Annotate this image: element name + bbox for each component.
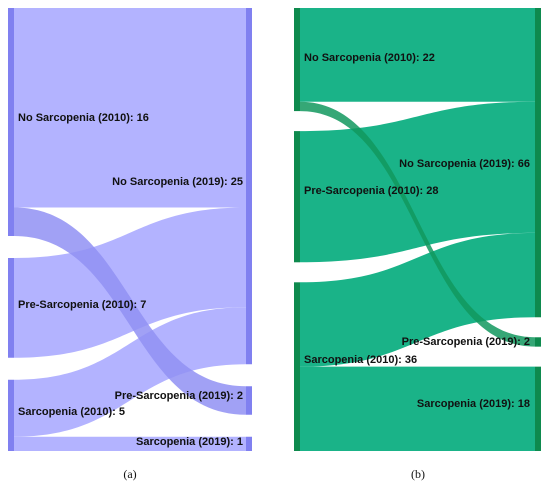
panel-a-labels: No Sarcopenia (2010): 16 Pre-Sarcopenia (… [18, 112, 243, 448]
panel-b-link-s2010-to-s2019 [300, 366, 535, 451]
panel-a-link-n2010-to-p2019 [14, 207, 246, 415]
panel-b-node-n2019 [535, 8, 541, 318]
panel-a-link-n2010-to-n2019 [14, 8, 246, 208]
panel-a-label-pre-sarcopenia-2019: Pre-Sarcopenia (2019): 2 [115, 390, 243, 402]
panel-b-caption: (b) [411, 467, 425, 481]
panel-a-node-p2010 [8, 258, 14, 358]
panel-b-link-p2010-to-n2019 [300, 101, 535, 263]
panel-a-node-n2010 [8, 8, 14, 236]
panel-b-label-no-sarcopenia-2019: No Sarcopenia (2019): 66 [399, 158, 530, 170]
panel-b-node-p2010 [294, 131, 300, 263]
panel-b-label-no-sarcopenia-2010: No Sarcopenia (2010): 22 [304, 52, 435, 64]
panel-b-nodes [294, 8, 541, 451]
panel-a-node-p2019 [246, 386, 252, 415]
panel-b-link-n2010-to-n2019 [300, 8, 535, 102]
panel-a-node-n2019 [246, 8, 252, 365]
panel-a-link-p2010-to-n2019 [14, 207, 246, 358]
panel-a-caption: (a) [123, 467, 136, 481]
panel-b-node-n2010 [294, 8, 300, 112]
panel-b-node-p2019 [535, 337, 541, 347]
panel-a-label-no-sarcopenia-2019: No Sarcopenia (2019): 25 [112, 176, 243, 188]
panel-a-link-s2010-to-s2019 [14, 436, 246, 451]
panel-a-links [14, 8, 246, 451]
panel-a-label-sarcopenia-2019: Sarcopenia (2019): 1 [136, 436, 243, 448]
panel-b-link-s2010-to-n2019 [300, 232, 535, 367]
panel-b-label-pre-sarcopenia-2010: Pre-Sarcopenia (2010): 28 [304, 185, 439, 197]
panel-b-links [300, 8, 535, 451]
panel-a-label-pre-sarcopenia-2010: Pre-Sarcopenia (2010): 7 [18, 299, 146, 311]
panel-a-node-s2019 [246, 436, 252, 451]
panel-a-label-no-sarcopenia-2010: No Sarcopenia (2010): 16 [18, 112, 149, 124]
panel-b-labels: No Sarcopenia (2010): 22 Pre-Sarcopenia (… [304, 52, 530, 410]
panel-b-label-sarcopenia-2010: Sarcopenia (2010): 36 [304, 354, 417, 366]
panel-a-label-sarcopenia-2010: Sarcopenia (2010): 5 [18, 406, 125, 418]
panel-b-node-s2010 [294, 282, 300, 451]
panel-b-label-sarcopenia-2019: Sarcopenia (2019): 18 [417, 398, 530, 410]
panel-b: No Sarcopenia (2010): 22 Pre-Sarcopenia (… [294, 8, 541, 451]
panel-a-nodes [8, 8, 252, 451]
panel-b-link-n2010-to-p2019 [300, 101, 535, 347]
panel-b-label-pre-sarcopenia-2019: Pre-Sarcopenia (2019): 2 [402, 336, 530, 348]
panel-a-link-s2010-to-n2019 [14, 307, 246, 437]
panel-a: No Sarcopenia (2010): 16 Pre-Sarcopenia (… [8, 8, 252, 451]
panel-b-node-s2019 [535, 366, 541, 451]
panel-a-node-s2010 [8, 379, 14, 451]
